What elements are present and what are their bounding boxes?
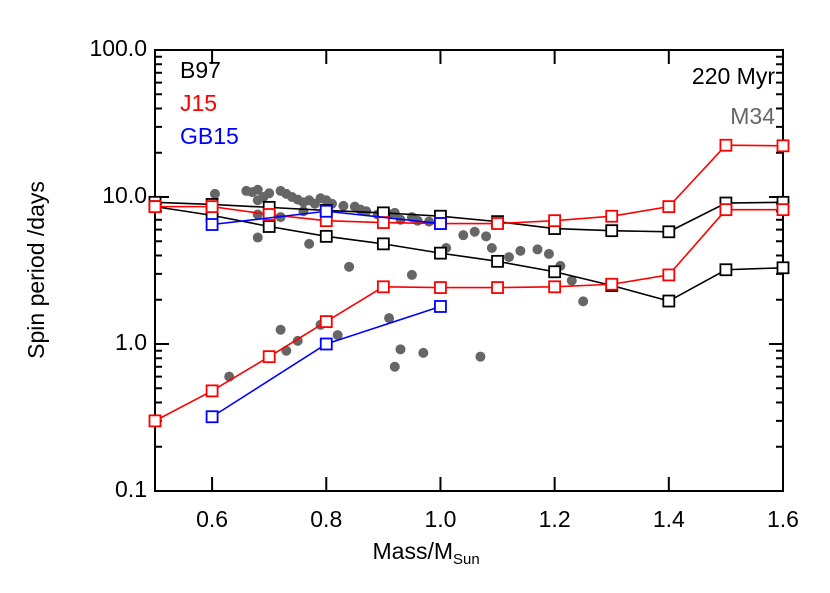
scatter-point <box>395 344 406 355</box>
x-tick-label: 1.2 <box>539 506 571 532</box>
y-tick-label: 0.1 <box>115 476 147 502</box>
series-marker <box>148 414 162 428</box>
scatter-point <box>332 330 343 341</box>
scatter-point <box>532 244 543 255</box>
scatter-point <box>304 238 315 249</box>
series-marker <box>262 350 276 364</box>
series-line <box>154 208 783 422</box>
series-marker <box>376 216 390 229</box>
series-marker <box>662 225 676 239</box>
scatter-point <box>543 248 554 259</box>
series-marker <box>434 246 447 260</box>
series-marker <box>719 138 733 152</box>
series-marker <box>205 410 219 424</box>
scatter-point <box>566 275 577 286</box>
scatter-point <box>338 200 349 211</box>
series-marker <box>262 220 276 233</box>
annotation: 220 Myr <box>692 63 775 89</box>
scatter-point <box>275 324 286 335</box>
series-marker <box>662 200 676 214</box>
series-marker <box>319 337 333 351</box>
series-marker <box>548 280 562 294</box>
scatter-point <box>209 188 220 199</box>
x-tick-label: 1.6 <box>767 506 799 532</box>
series-marker <box>491 217 504 230</box>
y-tick-label: 100.0 <box>89 35 147 61</box>
x-tick-label: 1.4 <box>653 506 685 532</box>
y-axis-label: Spin period /days <box>23 181 49 359</box>
series-marker <box>605 277 619 291</box>
scatter-point <box>481 231 492 242</box>
series-marker <box>776 203 790 217</box>
scatter-point <box>264 188 275 199</box>
x-axis-label-subscript: Sun <box>453 551 480 568</box>
series-marker <box>434 300 447 313</box>
series-line <box>154 205 784 302</box>
series-marker <box>434 217 447 230</box>
series-marker <box>491 281 504 294</box>
series-marker <box>719 203 733 217</box>
series-line <box>154 201 784 233</box>
series-marker <box>319 204 333 218</box>
scatter-point <box>384 313 395 324</box>
x-tick-label: 0.6 <box>196 506 228 532</box>
series-marker <box>205 384 219 398</box>
scatter-point <box>361 206 372 217</box>
legend-label: J15 <box>180 90 217 116</box>
scatter-point <box>406 269 417 280</box>
series-marker <box>605 209 619 223</box>
series-line <box>155 144 784 225</box>
scatter-point <box>578 296 589 307</box>
series-marker <box>776 261 790 275</box>
legend-label: GB15 <box>180 123 239 149</box>
series-marker <box>662 268 676 282</box>
y-tick-label: 10.0 <box>102 182 147 208</box>
annotation: M34 <box>730 103 775 129</box>
x-tick-label: 1.0 <box>424 506 456 532</box>
series-marker <box>434 281 447 294</box>
legend-label: B97 <box>180 57 221 83</box>
y-tick-label: 1.0 <box>115 329 147 355</box>
series-marker <box>262 208 276 221</box>
series-marker <box>719 263 733 277</box>
scatter-point <box>515 245 526 256</box>
scatter-point <box>475 351 486 362</box>
series-marker <box>548 214 562 228</box>
series-marker <box>205 200 219 214</box>
scatter-point <box>486 242 497 253</box>
scatter-point <box>344 261 355 272</box>
series-marker <box>319 229 333 243</box>
series-marker <box>376 237 390 251</box>
scatter-point <box>389 361 400 372</box>
series-marker <box>605 224 619 238</box>
scatter-point <box>469 226 480 237</box>
x-axis-label: Mass/M <box>373 538 454 564</box>
scatter-point <box>252 232 263 243</box>
scatter-point <box>458 230 469 241</box>
series-marker <box>548 265 562 279</box>
series-marker <box>776 139 790 153</box>
series-marker <box>205 218 219 231</box>
x-tick-label: 0.8 <box>310 506 342 532</box>
scatter-point <box>503 252 514 263</box>
series-marker <box>491 254 504 268</box>
scatter-point <box>281 345 292 356</box>
plot-frame <box>154 49 784 492</box>
series-marker <box>376 280 390 294</box>
series-marker <box>662 294 676 308</box>
scatter-point <box>252 184 263 195</box>
series-marker <box>148 200 162 214</box>
series-marker <box>319 315 333 329</box>
scatter-point <box>418 347 429 358</box>
